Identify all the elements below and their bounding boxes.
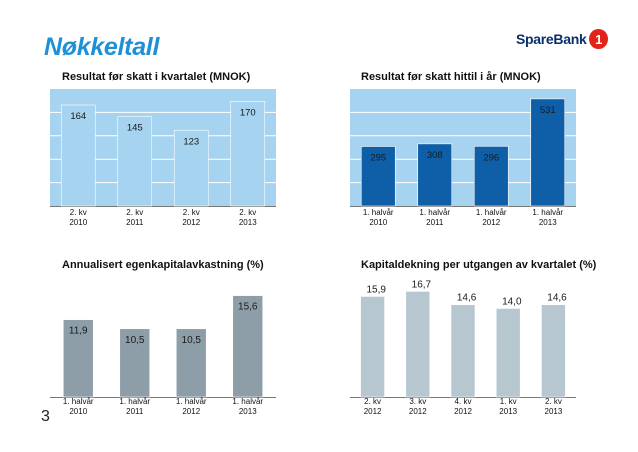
category-tick-label: 2010 <box>69 407 87 416</box>
category-tick-label: 2010 <box>69 218 87 227</box>
bar <box>360 146 396 207</box>
category-tick-label: 2013 <box>539 218 557 227</box>
value-label: 308 <box>427 150 443 161</box>
category-tick-label: 2012 <box>409 407 427 416</box>
category-tick-label: 4. kv <box>455 397 472 406</box>
category-tick-label: 1. halvår <box>119 397 150 406</box>
bar <box>173 129 209 207</box>
value-label: 295 <box>370 152 386 163</box>
bar <box>541 304 566 398</box>
value-label: 123 <box>183 136 199 147</box>
chart-title-ytd-profit: Resultat før skatt hittil i år (MNOK) <box>361 71 541 83</box>
category-tick-label: 1. halvår <box>363 208 394 217</box>
value-label: 16,7 <box>412 279 432 290</box>
value-label: 14,0 <box>502 296 522 307</box>
category-tick-label: 2011 <box>126 407 144 416</box>
category-tick-label: 2013 <box>545 407 563 416</box>
category-tick-label: 2. kv <box>545 397 562 406</box>
category-tick-label: 2. kv <box>239 208 256 217</box>
category-tick-label: 1. kv <box>500 397 517 406</box>
value-label: 10,5 <box>182 335 202 346</box>
category-tick-label: 1. halvår <box>476 208 507 217</box>
value-label: 164 <box>70 111 86 122</box>
page-title: Nøkkeltall <box>44 33 160 61</box>
category-tick-label: 1. halvår <box>532 208 563 217</box>
category-tick-label: 2. kv <box>183 208 200 217</box>
chart-title-quarter-profit: Resultat før skatt i kvartalet (MNOK) <box>62 71 251 83</box>
bar <box>117 116 153 207</box>
category-tick-label: 1. halvår <box>232 397 263 406</box>
bar <box>232 295 264 398</box>
category-tick-label: 2013 <box>499 407 517 416</box>
category-tick-label: 2012 <box>482 218 500 227</box>
value-label: 11,9 <box>69 326 88 337</box>
chart-title-roe: Annualisert egenkapitalavkastning (%) <box>62 259 264 271</box>
category-tick-label: 2011 <box>426 218 444 227</box>
bar <box>405 291 431 398</box>
category-tick-label: 2010 <box>369 218 387 227</box>
logo-mark-icon: 1 <box>589 29 608 49</box>
bar <box>495 308 521 398</box>
bar <box>473 145 509 207</box>
category-tick-label: 2013 <box>239 407 257 416</box>
value-label: 15,6 <box>238 302 258 313</box>
bar <box>175 328 207 398</box>
logo-wordmark: SpareBank <box>516 31 587 47</box>
bar <box>119 328 151 398</box>
bar <box>230 101 266 207</box>
value-label: 170 <box>240 107 256 118</box>
bar <box>530 98 566 207</box>
category-tick-label: 2012 <box>364 407 382 416</box>
category-tick-label: 1. halvår <box>63 397 94 406</box>
category-tick-label: 2. kv <box>364 397 381 406</box>
chart-title-capital-ratio: Kapitaldekning per utgangen av kvartalet… <box>361 259 597 271</box>
category-tick-label: 2. kv <box>126 208 143 217</box>
bar <box>62 319 94 398</box>
bar <box>60 104 96 207</box>
category-tick-label: 2013 <box>239 218 257 227</box>
sparebank1-logo: SpareBank 1 <box>516 28 608 50</box>
value-label: 14,6 <box>547 293 567 304</box>
value-label: 10,5 <box>125 335 145 346</box>
category-tick-label: 2012 <box>182 407 200 416</box>
category-tick-label: 3. kv <box>409 397 426 406</box>
bar <box>450 304 476 398</box>
category-tick-label: 2012 <box>454 407 472 416</box>
category-tick-label: 2012 <box>182 218 200 227</box>
value-label: 145 <box>127 123 143 134</box>
bar <box>360 296 385 398</box>
category-tick-label: 1. halvår <box>419 208 450 217</box>
value-label: 531 <box>540 105 556 116</box>
category-tick-label: 1. halvår <box>176 397 207 406</box>
page-number: 3 <box>41 408 50 425</box>
value-label: 15,9 <box>366 284 386 295</box>
value-label: 14,6 <box>457 293 477 304</box>
category-tick-label: 2. kv <box>70 208 87 217</box>
value-label: 296 <box>483 152 499 163</box>
bar <box>417 143 453 207</box>
category-tick-label: 2011 <box>126 218 144 227</box>
